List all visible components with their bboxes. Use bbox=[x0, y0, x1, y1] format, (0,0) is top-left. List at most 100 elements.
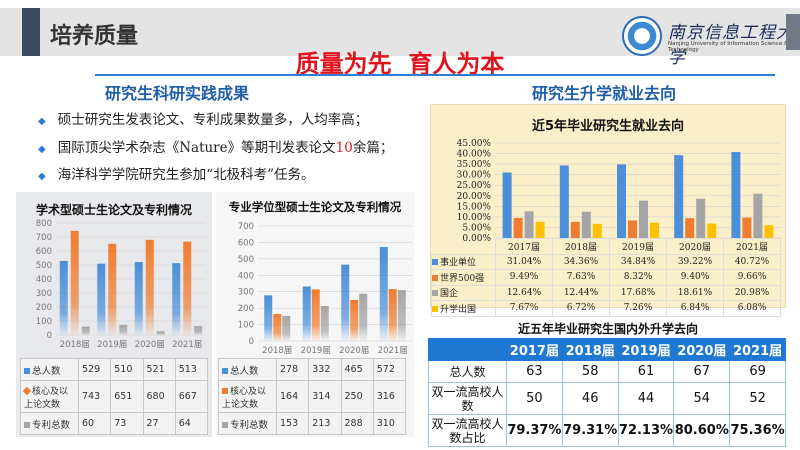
bar-专利总数 bbox=[81, 326, 90, 335]
bar-国企 bbox=[639, 200, 648, 238]
value-cell: 332 bbox=[308, 358, 342, 381]
chart-title: 学术型硕士生论文及专利情况 bbox=[35, 203, 192, 217]
bar-专利总数 bbox=[282, 315, 291, 341]
value-cell: 18.61% bbox=[666, 284, 724, 301]
legend-swatch-icon bbox=[432, 305, 438, 312]
diamond-icon: ◆ bbox=[38, 116, 46, 127]
professional-chart-panel: 专业学位型硕士生论文及专利情况 0 100 200 300 400 500 600 700 20… bbox=[216, 192, 414, 437]
bar-总人数 bbox=[379, 247, 388, 341]
table-row: 核心及以上论文数 164 314 250 316 bbox=[218, 380, 407, 413]
value-cell: 17.68% bbox=[609, 284, 667, 301]
left-heading: 研究生科研实践成果 bbox=[105, 84, 250, 103]
bar-事业单位 bbox=[731, 152, 741, 238]
value-cell: 34.36% bbox=[552, 253, 610, 270]
main-title: 质量为先 育人为本 bbox=[295, 50, 505, 78]
value-cell: 80.60% bbox=[673, 414, 731, 447]
value-cell: 52 bbox=[729, 382, 786, 415]
value-cell: 46 bbox=[561, 382, 619, 415]
row-label: 双一流高校人数 bbox=[428, 382, 507, 415]
value-cell: 314 bbox=[308, 380, 342, 413]
y-tick-label: 10.00% bbox=[457, 213, 492, 223]
bar-国企 bbox=[753, 193, 763, 238]
legend-swatch-icon bbox=[222, 387, 228, 394]
bar-专利总数 bbox=[397, 290, 406, 341]
legend-swatch-icon bbox=[432, 259, 438, 266]
bar-总人数 bbox=[97, 263, 106, 335]
y-tick-label: 30.00% bbox=[457, 171, 492, 181]
series-label: 核心及以上论文数 bbox=[218, 380, 277, 413]
bar-世界500强 bbox=[742, 217, 752, 238]
legend-swatch-icon bbox=[22, 386, 32, 395]
chart-title: 近5年毕业研究生就业去向 bbox=[531, 119, 685, 134]
row-label: 总人数 bbox=[428, 360, 507, 383]
value-cell: 61 bbox=[617, 360, 675, 383]
bar-核心及以上论文数 bbox=[311, 289, 320, 341]
y-tick-label: 25.00% bbox=[457, 181, 492, 191]
bar-核心及以上论文数 bbox=[183, 241, 192, 335]
y-tick-label: 20.00% bbox=[457, 192, 492, 202]
category-header: 2020届 bbox=[666, 238, 724, 255]
x-tick-label: 2019届 bbox=[301, 346, 331, 356]
series-label: 专利总数 bbox=[218, 412, 277, 435]
value-cell: 7.67% bbox=[495, 300, 553, 317]
professional-bar-chart: 0 100 200 300 400 500 600 700 2018届 2019届 2020届 202… bbox=[238, 222, 412, 356]
y-tick-label: 100 bbox=[36, 317, 52, 327]
y-tick-label: 300 bbox=[36, 289, 52, 299]
y-tick-label: 500 bbox=[36, 261, 52, 271]
y-tick-label: 15.00% bbox=[457, 202, 492, 212]
table-row: 总人数 63 58 61 67 69 bbox=[428, 360, 786, 383]
y-tick-label: 800 bbox=[36, 219, 52, 229]
x-tick-label: 2019届 bbox=[97, 340, 127, 350]
bar-世界500强 bbox=[570, 221, 580, 238]
y-tick-label: 400 bbox=[238, 271, 254, 281]
legend-swatch-icon bbox=[222, 367, 228, 374]
bar-升学出国 bbox=[592, 223, 602, 238]
value-cell: 39.22% bbox=[666, 253, 724, 270]
employment-chart-panel: 近5年毕业研究生就业去向 0.00% 5.00% 10.00% 15.00% 20.00… bbox=[430, 104, 786, 317]
table-row: 国企 12.64% 12.44% 17.68% 18.61% 20.98% bbox=[431, 284, 781, 301]
value-cell: 72.13% bbox=[617, 414, 675, 447]
table-title: 近五年毕业研究生国内外升学去向 bbox=[517, 322, 698, 336]
diamond-icon: ◆ bbox=[38, 144, 46, 155]
value-cell: 12.64% bbox=[495, 284, 553, 301]
column-header: 2020届 bbox=[673, 338, 731, 361]
bar-事业单位 bbox=[617, 164, 626, 238]
legend-label: 总人数 bbox=[32, 365, 61, 377]
bar-专利总数 bbox=[359, 293, 368, 341]
further-study-table: 2017届 2018届 2019届 2020届 2021届 总人数 63 58 61 67 69 双一… bbox=[428, 338, 786, 447]
value-cell: 73 bbox=[110, 412, 144, 435]
value-cell: 58 bbox=[561, 360, 619, 383]
academic-data-table: 总人数 529 510 521 513 核心及以上论文数 743 651 680 667 专利总数 6… bbox=[20, 358, 209, 435]
bar-总人数 bbox=[264, 295, 273, 341]
column-header: 2019届 bbox=[617, 338, 675, 361]
bar-世界500强 bbox=[685, 218, 695, 238]
legend-swatch-icon bbox=[24, 421, 30, 428]
legend-swatch-icon bbox=[222, 421, 228, 428]
y-tick-label: 200 bbox=[238, 304, 254, 314]
value-cell: 50 bbox=[506, 382, 563, 415]
value-cell: 743 bbox=[77, 380, 112, 413]
legend-label: 升学出国 bbox=[440, 304, 477, 315]
value-cell: 9.40% bbox=[666, 269, 724, 286]
bar-专利总数 bbox=[320, 306, 329, 341]
series-label: 专利总数 bbox=[20, 412, 79, 435]
value-cell: 572 bbox=[372, 358, 407, 381]
bar-国企 bbox=[581, 211, 591, 238]
academic-chart-panel: 学术型硕士生论文及专利情况 0 100 200 300 400 500 600 700 800 2… bbox=[16, 192, 212, 437]
professional-data-table: 总人数 278 332 465 572 核心及以上论文数 164 314 250 316 专利总数 1… bbox=[218, 358, 407, 435]
bar-事业单位 bbox=[674, 155, 684, 238]
y-tick-label: 35.00% bbox=[457, 160, 492, 170]
column-header: 2021届 bbox=[729, 338, 786, 361]
table-row: 世界500强 9.49% 7.63% 8.32% 9.40% 9.66% bbox=[431, 269, 781, 286]
y-tick-label: 200 bbox=[36, 303, 52, 313]
value-cell: 465 bbox=[340, 358, 374, 381]
bar-世界500强 bbox=[513, 217, 523, 238]
bar-核心及以上论文数 bbox=[350, 299, 359, 341]
empty-cell bbox=[428, 338, 507, 361]
x-tick-label: 2018届 bbox=[262, 346, 292, 356]
legend-swatch-icon bbox=[24, 367, 30, 374]
value-cell: 667 bbox=[174, 380, 209, 413]
x-tick-label: 2018届 bbox=[60, 340, 90, 350]
employment-data-table: 2017届 2018届 2019届 2020届 2021届 事业单位 31.04% 34.36… bbox=[431, 238, 781, 317]
value-cell: 20.98% bbox=[723, 284, 781, 301]
